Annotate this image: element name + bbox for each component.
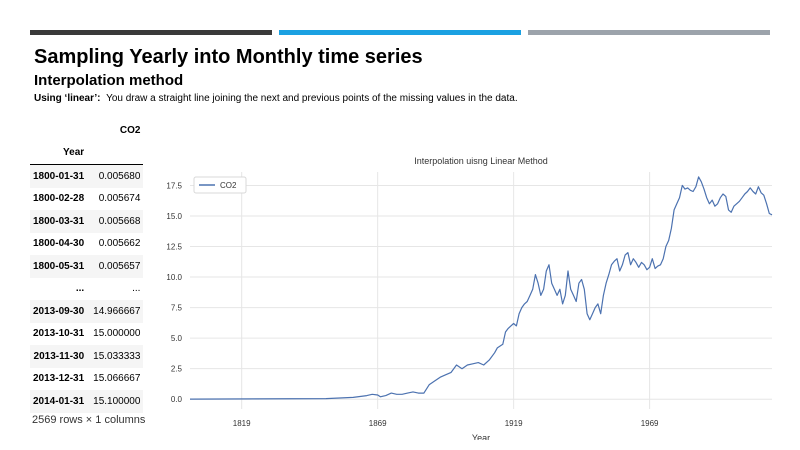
slide-title: Sampling Yearly into Monthly time series — [34, 46, 423, 68]
header-bar-dark — [30, 30, 272, 35]
y-tick-label: 15.0 — [166, 212, 182, 221]
y-tick-label: 10.0 — [166, 273, 182, 282]
table-row: 1800-04-30 0.005662 — [30, 233, 143, 256]
row-value: 0.005668 — [98, 215, 141, 227]
row-value: 15.033333 — [93, 350, 141, 362]
description-text: You draw a straight line joining the nex… — [106, 93, 518, 104]
table-row-ellipsis: ...... — [30, 278, 143, 301]
description-label: Using ‘linear’: — [34, 93, 101, 104]
row-index: 2013-11-30 — [33, 350, 85, 362]
header-bar-gray — [528, 30, 770, 35]
table-row: 2013-11-30 15.033333 — [30, 345, 144, 368]
plot-area — [190, 172, 772, 409]
table-row: 2013-09-30 14.966667 — [30, 300, 144, 323]
row-value: 0.005657 — [98, 260, 141, 272]
header-bar-blue — [279, 30, 521, 35]
y-tick-label: 7.5 — [171, 304, 183, 313]
row-value: 15.100000 — [93, 395, 141, 407]
dataframe-index-name-blank — [87, 141, 144, 165]
legend-label-co2: CO2 — [220, 181, 237, 190]
row-value: 0.005674 — [98, 193, 141, 205]
dataframe-index-name-row: Year — [30, 141, 144, 165]
row-index: ... — [75, 283, 85, 295]
dataframe-table: CO2 Year 1800-01-31 0.005680 1800-02-28 0.… — [30, 119, 144, 413]
dataframe-column-header: CO2 — [119, 124, 141, 136]
series-line-co2 — [189, 176, 773, 400]
dataframe-header-row: CO2 — [30, 119, 143, 142]
row-value: 0.005680 — [98, 170, 141, 182]
table-row: 2014-01-31 15.100000 — [30, 390, 144, 413]
table-row: 1800-02-28 0.005674 — [30, 188, 143, 211]
table-row: 1800-05-31 0.005657 — [30, 255, 144, 278]
row-index: 1800-03-31 — [33, 215, 85, 227]
row-index: 2013-10-31 — [33, 328, 85, 340]
y-tick-label: 17.5 — [166, 181, 182, 190]
row-index: 1800-01-31 — [33, 170, 85, 182]
row-value: 15.066667 — [93, 373, 141, 385]
row-index: 2013-12-31 — [33, 373, 85, 385]
slide-subtitle: Interpolation method — [34, 72, 184, 89]
legend-box — [193, 176, 247, 194]
dataframe-index-name: Year — [30, 141, 88, 165]
table-row: 2013-10-31 15.000000 — [30, 323, 143, 346]
table-row: 1800-03-31 0.005668 — [30, 210, 144, 233]
x-axis-label: Year — [472, 433, 490, 440]
x-tick-label: 1919 — [505, 419, 523, 428]
table-row: 1800-01-31 0.005680 — [30, 164, 144, 188]
row-value: ... — [132, 283, 141, 295]
y-tick-label: 2.5 — [171, 365, 183, 374]
row-index: 1800-05-31 — [33, 260, 85, 272]
slide-description: Using ‘linear’: You draw a straight line… — [34, 93, 518, 104]
x-tick-label: 1969 — [641, 419, 659, 428]
y-tick-label: 12.5 — [166, 243, 182, 252]
row-index: 2013-09-30 — [33, 305, 85, 317]
y-tick-label: 0.0 — [171, 395, 183, 404]
dataframe-shape-note: 2569 rows × 1 columns — [32, 414, 146, 426]
x-tick-label: 1869 — [369, 419, 387, 428]
dataframe-corner — [30, 119, 87, 142]
x-tick-label: 1819 — [233, 419, 251, 428]
line-chart: 0.0 2.5 5.0 7.5 10.0 12.5 15.0 17.5 1819 1869 1919… — [166, 156, 773, 440]
row-value: 15.000000 — [93, 328, 141, 340]
row-index: 1800-04-30 — [33, 238, 85, 250]
row-index: 1800-02-28 — [33, 193, 85, 205]
y-tick-label: 5.0 — [171, 334, 183, 343]
chart-title: Interpolation uisng Linear Method — [414, 156, 548, 166]
table-row: 2013-12-31 15.066667 — [30, 368, 143, 391]
row-value: 0.005662 — [98, 238, 141, 250]
row-index: 2014-01-31 — [33, 395, 85, 407]
row-value: 14.966667 — [93, 305, 141, 317]
